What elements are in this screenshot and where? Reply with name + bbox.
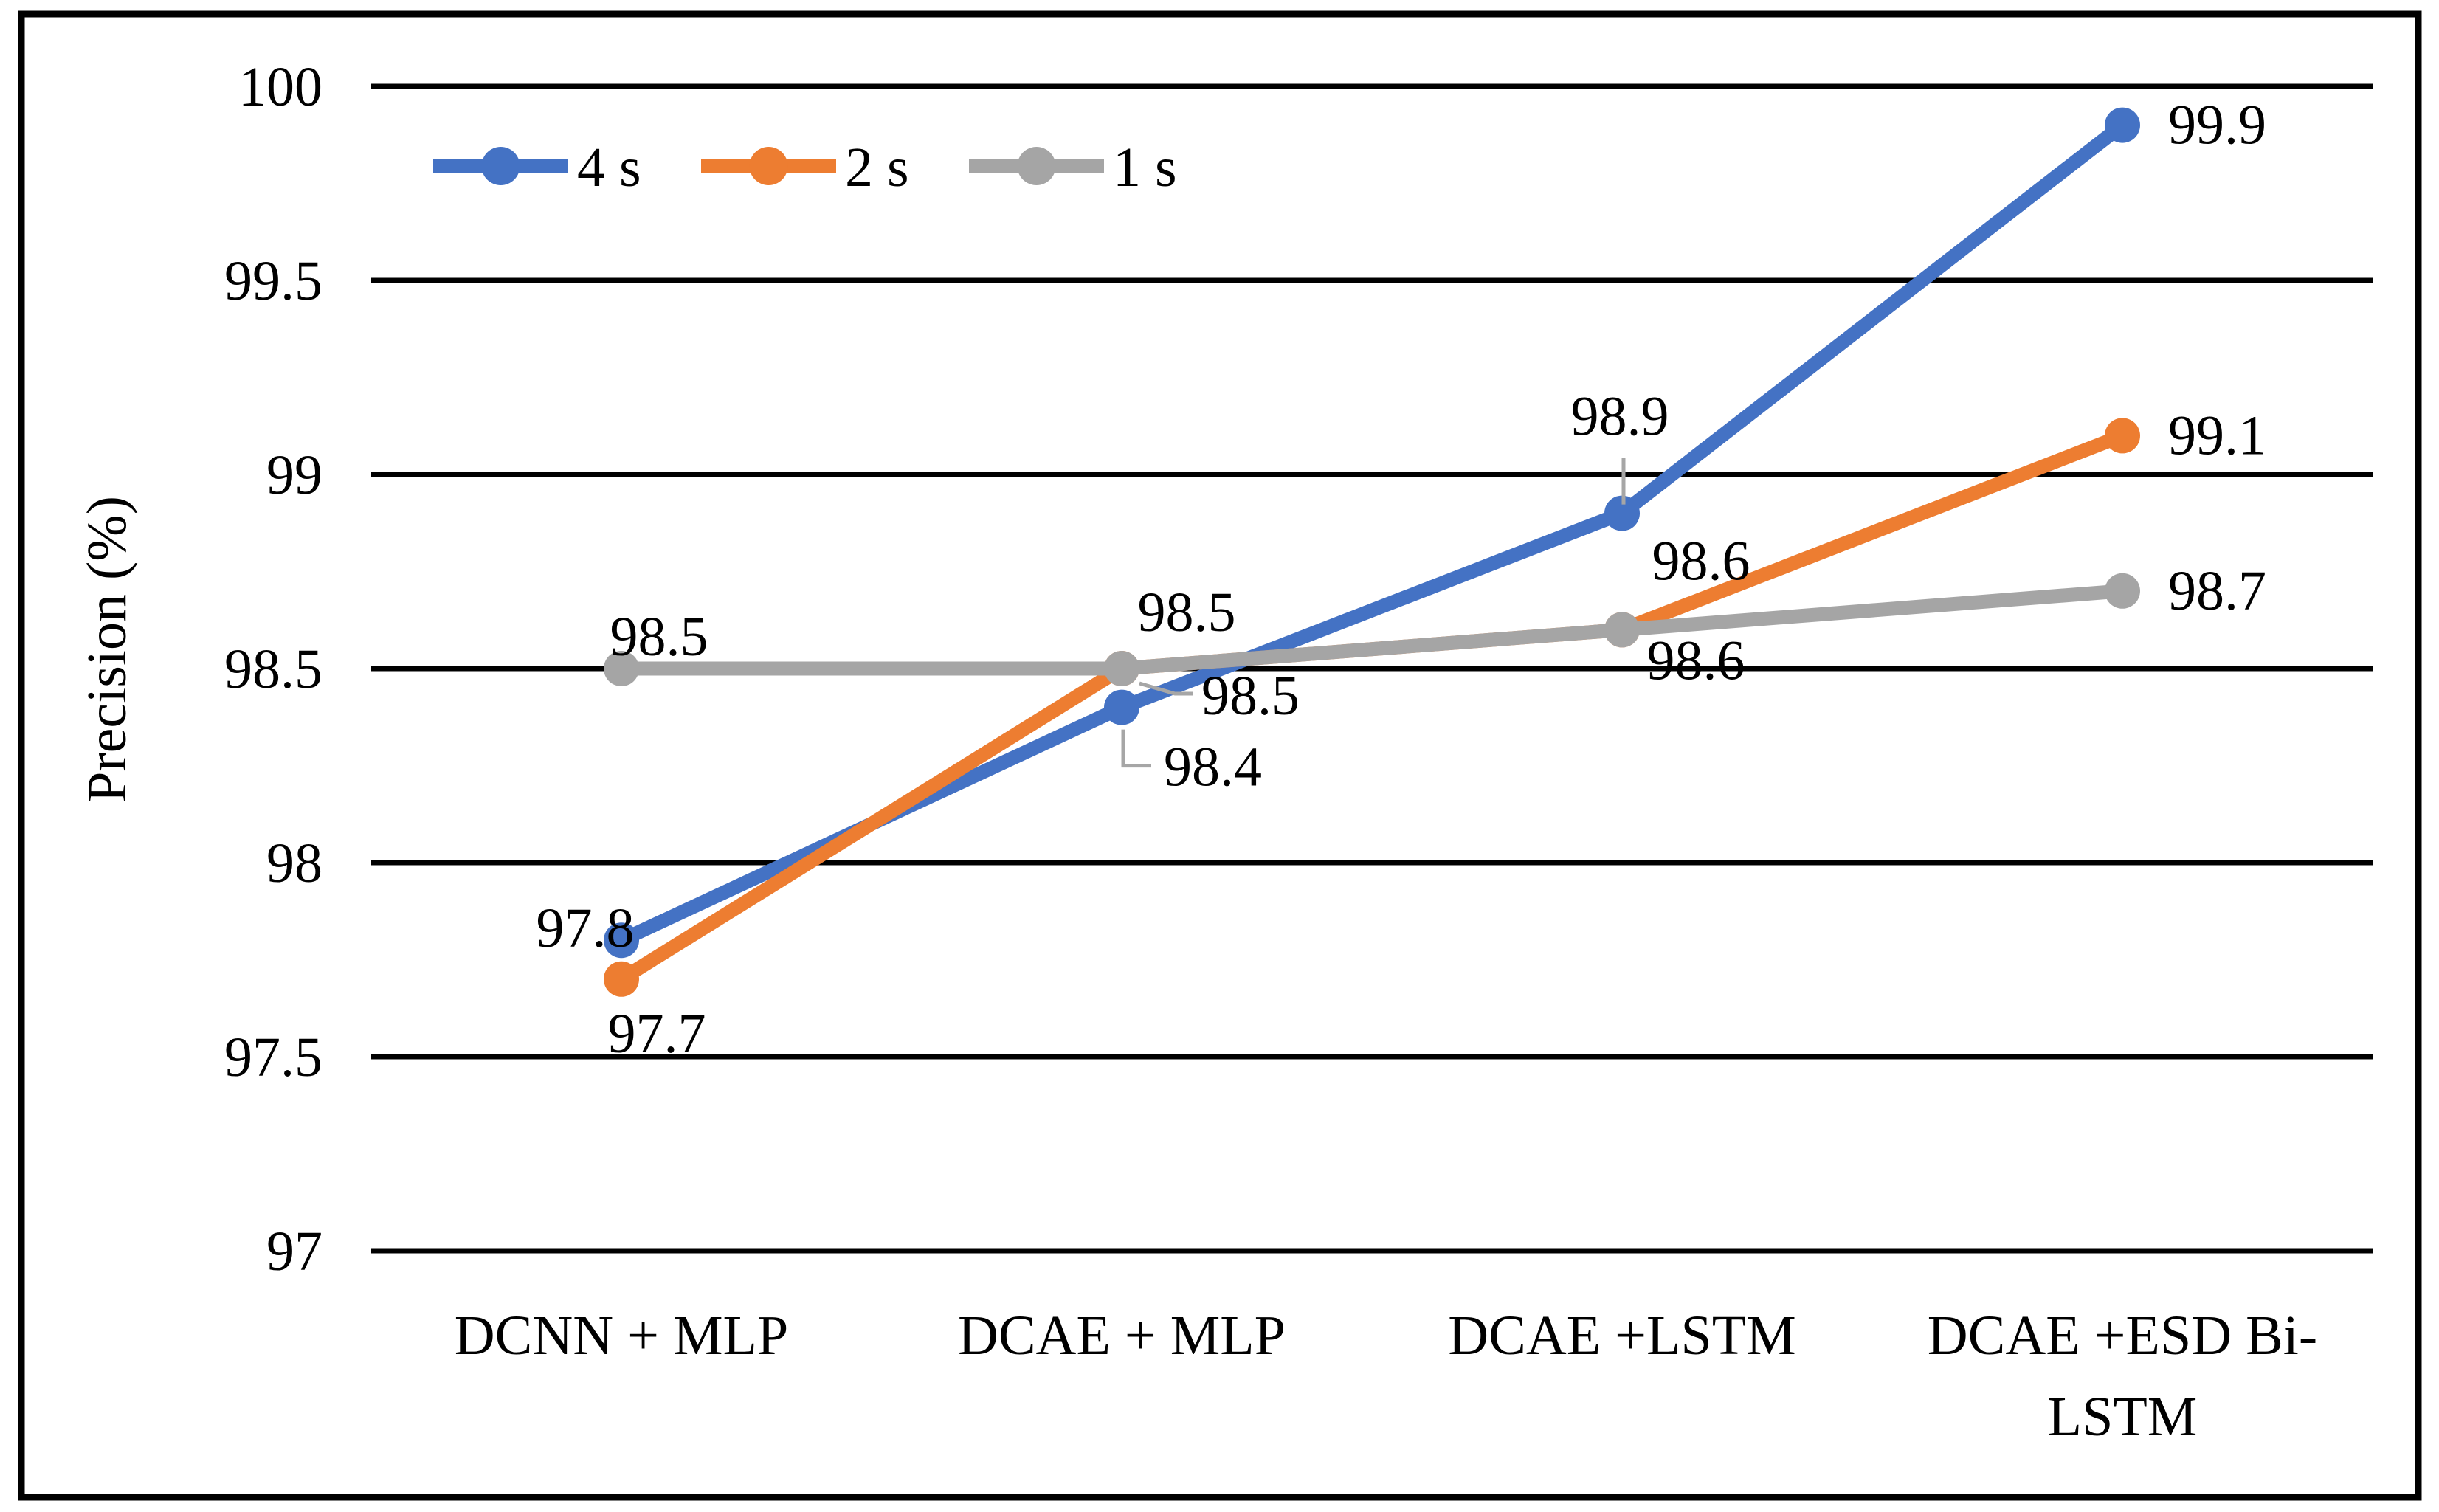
chart-border	[18, 10, 2422, 1501]
data-label: 99.9	[2168, 94, 2266, 156]
data-label: 98.9	[1571, 386, 1669, 448]
x-category-label: DCAE + MLP	[958, 1305, 1286, 1367]
data-label: 97.8	[537, 897, 635, 959]
y-axis-title: Precision (%)	[76, 496, 138, 803]
series-line-2s	[614, 428, 2130, 987]
data-point-marker	[604, 961, 639, 997]
legend-marker-icon	[1017, 147, 1056, 185]
y-tick-label: 97.5	[224, 1026, 322, 1088]
series-line-1s	[614, 584, 2130, 676]
y-tick-label: 98	[266, 832, 322, 894]
x-category-label: DCNN + MLP	[455, 1305, 788, 1367]
data-point-marker	[2105, 573, 2140, 609]
data-label: 98.6	[1647, 629, 1745, 691]
data-label: 98.5	[1201, 665, 1300, 727]
data-point-marker	[2105, 418, 2140, 454]
x-category-label: DCAE +ESD Bi-	[1928, 1305, 2317, 1367]
data-label: 98.6	[1652, 530, 1750, 592]
series-line-4s	[614, 118, 2130, 947]
data-point-marker	[1104, 689, 1139, 725]
x-category-label: LSTM	[2048, 1386, 2198, 1448]
x-category-label: DCAE +LSTM	[1448, 1305, 1795, 1367]
data-label: 97.7	[608, 1003, 706, 1065]
data-point-marker	[1104, 651, 1139, 686]
data-label: 98.5	[610, 606, 708, 668]
legend-marker-icon	[481, 147, 520, 185]
data-label-leader	[1139, 681, 1193, 696]
data-point-marker	[604, 651, 639, 686]
legend-item-label: 4 s	[577, 137, 641, 199]
y-tick-label: 100	[238, 56, 322, 118]
data-point-marker	[604, 922, 639, 959]
data-label: 98.5	[1138, 581, 1236, 643]
data-label-leader	[1121, 729, 1151, 768]
data-point-marker	[1604, 495, 1640, 531]
legend-marker-icon	[749, 147, 788, 185]
data-label: 98.7	[2168, 560, 2266, 622]
y-tick-label: 99.5	[224, 250, 322, 312]
data-label: 99.1	[2168, 404, 2266, 466]
data-point-marker	[2105, 107, 2140, 143]
y-tick-label: 99	[266, 444, 322, 506]
data-point-marker	[1604, 612, 1640, 648]
legend-item-label: 2 s	[845, 137, 909, 199]
legend-item-label: 1 s	[1113, 137, 1177, 199]
data-label: 98.4	[1164, 736, 1262, 798]
y-tick-label: 98.5	[224, 638, 322, 700]
y-tick-label: 97	[266, 1221, 322, 1283]
